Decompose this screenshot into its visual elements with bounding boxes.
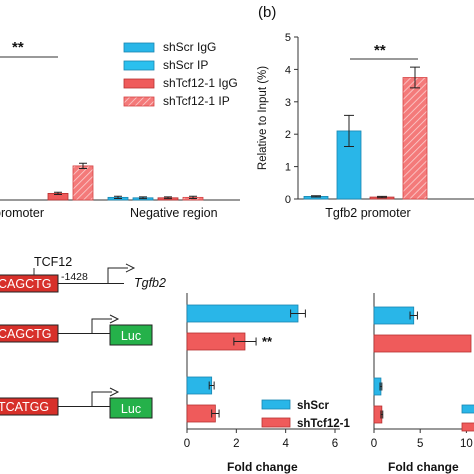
chip-b-errorbar-0 bbox=[311, 195, 321, 198]
chip-b-category-label: Tgfb2 promoter bbox=[325, 206, 410, 220]
legend-top: shScr IgG shScr IP shTcf12-1 IgG shTcf12… bbox=[123, 40, 238, 108]
panel-b-label: (b) bbox=[258, 4, 276, 21]
chip-a-category-label-0: promoter bbox=[0, 206, 44, 220]
chip-b-bars bbox=[303, 66, 428, 200]
luc2-errorbar-0-1 bbox=[379, 382, 383, 391]
legend-label-shscr-igg: shScr IgG bbox=[163, 40, 216, 54]
chip-a-errorbar-1-1 bbox=[139, 196, 147, 200]
chip-b-y-tick-label-1: 1 bbox=[285, 162, 291, 174]
chip-chart-a: ** promoter Negative region bbox=[0, 39, 240, 220]
legend-bottom-label-shtcf12: shTcf12-1 bbox=[297, 418, 350, 430]
luc1-x-tick-label-0: 0 bbox=[184, 438, 190, 450]
chip-b-sig-label: ** bbox=[374, 42, 386, 59]
legend-bottom-swatch-shscr bbox=[261, 399, 291, 410]
legend-swatch-shscr-igg bbox=[123, 42, 155, 53]
luc1-errorbar-0-0 bbox=[290, 309, 306, 318]
legend-swatch-shscr-ip bbox=[123, 60, 155, 71]
luc2-x-tick-label-1: 5 bbox=[417, 438, 423, 450]
tss-arrow-3 bbox=[91, 391, 112, 406]
luc1-errorbar-0-1 bbox=[208, 381, 215, 390]
luciferase-chart-1: 0 2 4 6 ** Fold change shScr shTcf12-1 bbox=[184, 293, 350, 474]
luc1-x-ticks: 0 2 4 6 bbox=[184, 429, 338, 450]
chip-b-y-tick-label-2: 2 bbox=[285, 129, 291, 141]
legend-label-shtcf12-igg: shTcf12-1 IgG bbox=[163, 76, 238, 90]
chip-b-y-tick-label-5: 5 bbox=[285, 32, 291, 44]
chip-a-errorbar-3-0 bbox=[79, 162, 87, 170]
luc-box-1-label: Luc bbox=[121, 329, 141, 343]
chip-a-category-label-1: Negative region bbox=[130, 206, 218, 220]
chip-b-y-tick-label-0: 0 bbox=[285, 194, 291, 206]
luc1-bar-0-0 bbox=[186, 304, 299, 323]
luc2-x-axis-label: Fold change bbox=[388, 460, 459, 474]
legend-swatch-shtcf12-igg bbox=[123, 78, 155, 89]
luc2-bars bbox=[373, 306, 472, 424]
luc1-x-axis-label: Fold change bbox=[227, 460, 298, 474]
chip-b-errorbar-1 bbox=[344, 114, 354, 148]
tcatgg-box-label: TCATGG bbox=[0, 400, 49, 414]
chip-a-errorbar-2-0 bbox=[54, 191, 62, 195]
luciferase-chart-2: 0 5 10 Fold change bbox=[371, 293, 474, 474]
tss-arrowhead-2 bbox=[109, 314, 120, 324]
legend-swatch-shtcf12-ip bbox=[123, 96, 155, 107]
luc-box-2 bbox=[109, 397, 153, 419]
luc1-errorbar-1-1 bbox=[211, 409, 220, 418]
luc2-x-ticks: 0 5 10 bbox=[371, 429, 473, 450]
luc2-bar-1-0 bbox=[373, 334, 472, 353]
luc2-legend-swatch-shscr bbox=[461, 404, 474, 414]
chip-b-errorbar-3 bbox=[410, 66, 420, 89]
gene-label: Tgfb2 bbox=[134, 276, 166, 290]
chip-a-sig-label: ** bbox=[12, 39, 24, 56]
chip-chart-b: Relative to Input (%) 0 1 2 3 4 5 ** Tgfb2 pr… bbox=[257, 32, 474, 220]
promoter-diagram: TCF12 CAGCTG -1428 Tgfb2 CAGCTG Luc TCAT… bbox=[0, 255, 166, 419]
tss-arrow-1 bbox=[107, 267, 128, 283]
chip-a-errorbar-0-1 bbox=[114, 195, 122, 199]
tss-arrowhead-1 bbox=[125, 263, 136, 273]
tss-arrowhead-3 bbox=[109, 387, 120, 397]
tcf12-label: TCF12 bbox=[34, 255, 72, 269]
luc1-x-tick-label-2: 4 bbox=[282, 438, 289, 450]
chip-a-errorbar-2-1 bbox=[164, 196, 172, 200]
luc1-errorbar-1-0 bbox=[233, 337, 257, 346]
luc2-x-tick-label-0: 0 bbox=[371, 438, 377, 450]
chip-b-errorbar-2 bbox=[377, 195, 387, 199]
luc2-errorbar-0-0 bbox=[409, 311, 418, 320]
luc1-sig-label: ** bbox=[262, 334, 273, 349]
legend-label-shtcf12-ip: shTcf12-1 IP bbox=[163, 94, 230, 108]
luc1-bars bbox=[186, 304, 306, 423]
luc1-bar-0-1 bbox=[186, 376, 213, 395]
tss-arrow-2 bbox=[91, 318, 112, 333]
luc-box-1 bbox=[109, 324, 153, 346]
luc1-x-tick-label-1: 2 bbox=[233, 438, 239, 450]
position-label: -1428 bbox=[61, 271, 88, 283]
cagctg-box-1-label: CAGCTG bbox=[0, 277, 51, 291]
legend-bottom-swatch-shtcf12 bbox=[261, 417, 291, 428]
chip-a-bar-3-0 bbox=[72, 165, 94, 201]
chip-b-y-tick-label-3: 3 bbox=[285, 97, 291, 109]
luc2-errorbar-1-1 bbox=[380, 410, 384, 419]
chip-b-y-axis-label: Relative to Input (%) bbox=[257, 66, 269, 170]
luc1-x-tick-label-3: 6 bbox=[332, 438, 338, 450]
legend-label-shscr-ip: shScr IP bbox=[163, 58, 208, 72]
cagctg-box-2-label: CAGCTG bbox=[0, 327, 51, 341]
chip-a-bars bbox=[47, 162, 204, 201]
luc1-bar-1-1 bbox=[186, 404, 216, 423]
luc2-legend-swatch-shtcf12 bbox=[461, 422, 474, 432]
chip-a-errorbar-3-1 bbox=[189, 195, 197, 199]
chip-b-y-ticks: 0 1 2 3 4 5 bbox=[285, 32, 298, 206]
legend-bottom-label-shscr: shScr bbox=[297, 400, 329, 412]
luc2-x-tick-label-2: 10 bbox=[460, 438, 473, 450]
chip-b-bar-3 bbox=[402, 77, 428, 200]
chip-b-y-tick-label-4: 4 bbox=[285, 64, 291, 76]
luc-box-2-label: Luc bbox=[121, 402, 141, 416]
luc2-bar-0-0 bbox=[373, 306, 415, 325]
